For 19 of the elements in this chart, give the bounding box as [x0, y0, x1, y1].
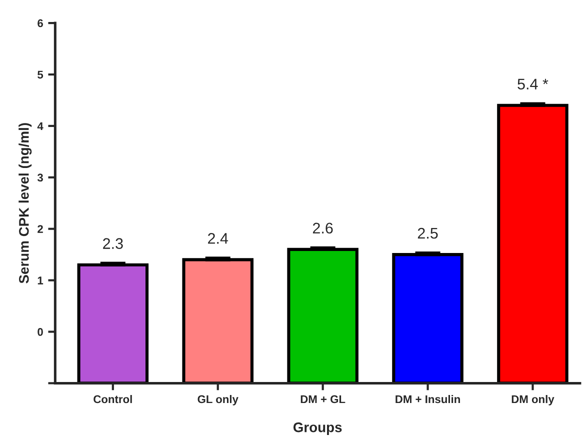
- x-tick-label: GL only: [198, 395, 238, 406]
- data-label: 5.4 *: [518, 78, 548, 90]
- y-tick-label: 2: [38, 225, 43, 233]
- y-tick-label: 0: [38, 328, 43, 336]
- y-tick-label: 1: [38, 276, 44, 284]
- y-tick-label: 5: [38, 70, 44, 79]
- x-axis-title: Groups: [293, 422, 342, 435]
- data-label: 2.4: [208, 233, 228, 244]
- y-tick-label: 3: [37, 174, 43, 182]
- y-axis-title: Serum CPK level (ng/ml): [18, 123, 32, 284]
- x-tick-label: DM only: [512, 395, 554, 406]
- data-label: 2.6: [312, 222, 333, 234]
- x-tick-label: Control: [94, 395, 132, 404]
- data-label: 2.5: [418, 228, 438, 239]
- x-tick-label: DM + GL: [300, 395, 346, 404]
- data-label: 2.3: [103, 238, 123, 249]
- y-tick-label: 6: [38, 19, 43, 28]
- y-tick-label: 4: [37, 122, 44, 130]
- x-tick-label: DM + Insulin: [396, 395, 460, 404]
